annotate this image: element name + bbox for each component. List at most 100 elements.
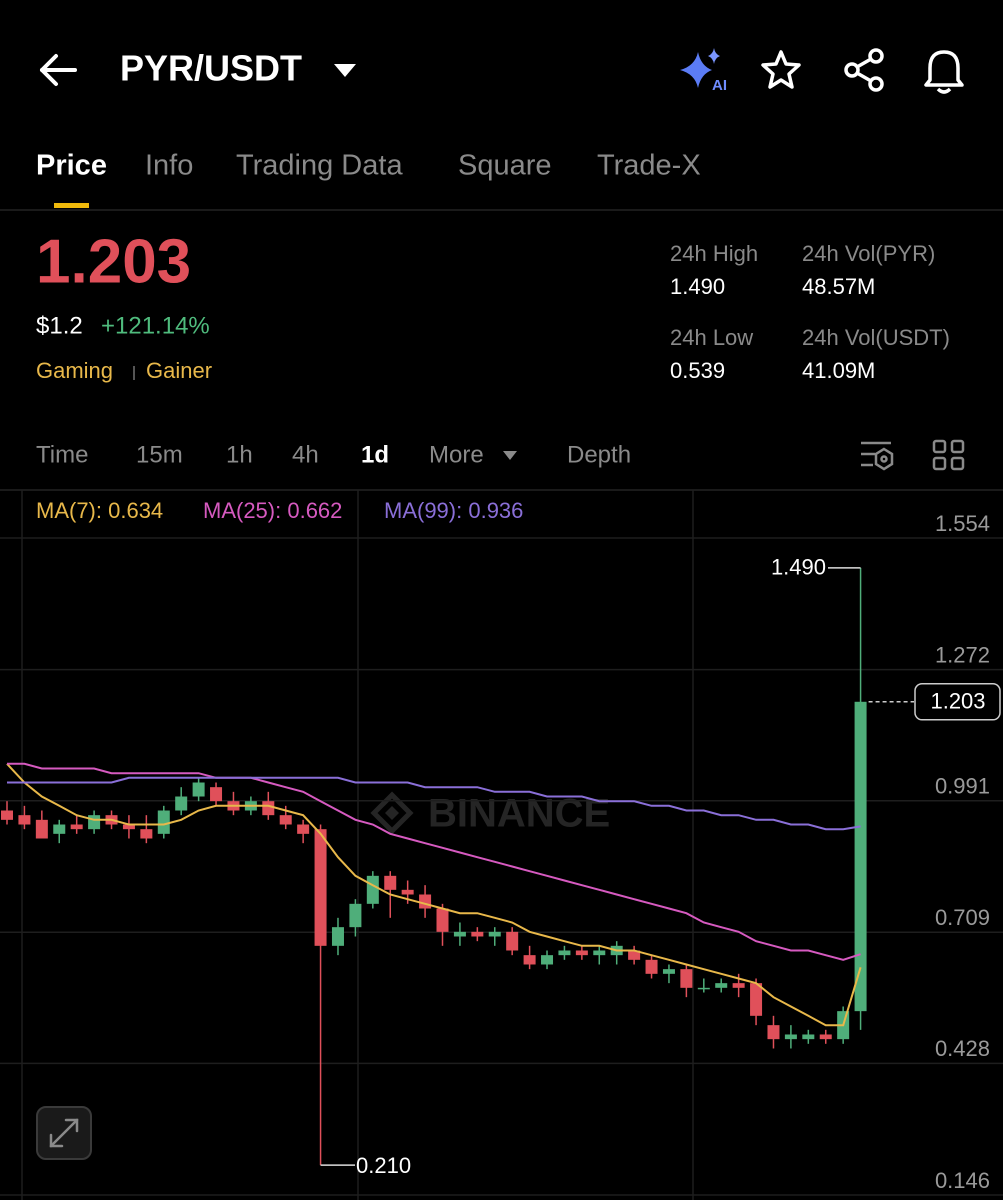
candle-body (122, 824, 135, 830)
active-tab-indicator (54, 203, 89, 208)
candle-body (279, 815, 292, 825)
fullscreen-button[interactable] (36, 1106, 92, 1160)
candle-body (575, 950, 588, 956)
candle-body (262, 801, 275, 816)
candle-body (541, 955, 554, 965)
candle-body (297, 824, 310, 834)
watermark: BINANCE (370, 791, 610, 836)
pair-dropdown[interactable] (334, 64, 356, 77)
favorite-button[interactable] (761, 50, 801, 89)
stat-label: 24h High (670, 241, 758, 266)
stat-value: 48.57M (802, 274, 875, 299)
candle-body (697, 987, 710, 990)
last-price-box (914, 683, 1001, 721)
interval[interactable]: 4h (292, 441, 319, 468)
back-button[interactable] (40, 54, 77, 86)
pair-title[interactable]: PYR/USDT (120, 48, 302, 89)
more-dropdown[interactable] (503, 451, 517, 460)
tab[interactable]: Trading Data (236, 150, 403, 182)
tab[interactable]: Price (36, 150, 107, 182)
legend-entry: MA(99): 0.936 (384, 498, 523, 523)
candle-body (1, 810, 13, 820)
indicator-settings[interactable] (861, 441, 894, 471)
candle-body (593, 950, 606, 956)
candle-body (70, 824, 83, 830)
legend-entry: MA(25): 0.662 (203, 498, 342, 523)
y-tick-label: 1.554 (935, 511, 990, 536)
stat-label: 24h Vol(USDT) (802, 325, 950, 350)
y-tick-label: 1.272 (935, 642, 990, 667)
candle-body (419, 894, 432, 909)
usd-price: $1.2 (36, 312, 83, 339)
interval[interactable]: 1h (226, 441, 253, 468)
candle-body (488, 931, 501, 937)
candle-body (314, 829, 327, 946)
interval[interactable]: 1d (361, 441, 389, 468)
candle-body (140, 829, 153, 839)
annotation: 1.490 (771, 555, 826, 580)
share-button[interactable] (844, 48, 884, 92)
stat-label: 24h Vol(PYR) (802, 241, 935, 266)
candle-body (558, 950, 571, 956)
last-price-label: 1.203 (930, 689, 985, 714)
interval[interactable]: Depth (567, 441, 631, 468)
ma-line (6, 763, 862, 1027)
candle-body (784, 1034, 797, 1040)
ma-line (7, 776, 861, 831)
tab-bar: Price Info Trading Data Square Trade-X (36, 150, 701, 182)
candle-body (192, 782, 205, 797)
ai-button[interactable]: AI (680, 48, 727, 94)
candle-body (436, 908, 449, 932)
y-tick-label: 0.991 (935, 774, 990, 799)
last-price: 1.203 (36, 227, 191, 296)
candle-body (384, 875, 397, 890)
legend-entry: MA(7): 0.634 (36, 498, 163, 523)
candle-body (210, 787, 223, 802)
tab[interactable]: Trade-X (597, 150, 701, 182)
annotation: 0.210 (356, 1153, 411, 1178)
y-tick-label: 0.709 (935, 905, 990, 930)
candle-body (401, 889, 414, 895)
ma-line (7, 762, 861, 961)
tab[interactable]: Square (458, 150, 552, 182)
interval[interactable]: More (429, 441, 484, 468)
candle-body (854, 701, 867, 1012)
candle-body (35, 819, 48, 839)
candle-body (819, 1034, 832, 1040)
tag[interactable]: Gainer (146, 358, 212, 383)
candle-body (349, 903, 362, 928)
y-tick-label: 0.428 (935, 1036, 990, 1061)
candle-body (331, 927, 344, 946)
stat-label: 24h Low (670, 325, 753, 350)
candle-body (366, 875, 379, 904)
interval[interactable]: Time (36, 441, 88, 468)
candle-body (175, 796, 188, 811)
candle-body (680, 969, 693, 988)
candle-body (767, 1025, 780, 1040)
stat-value: 1.490 (670, 274, 725, 299)
candle-body (157, 810, 170, 834)
tab[interactable]: Info (145, 150, 193, 182)
candle-body (506, 931, 519, 951)
tag[interactable]: Gaming (36, 358, 113, 383)
candle-body (18, 815, 31, 825)
y-tick-label: 0.146 (935, 1168, 990, 1193)
interval[interactable]: 15m (136, 441, 183, 468)
stat-value: 0.539 (670, 358, 725, 383)
candle-body (750, 983, 763, 1016)
watermark-text: BINANCE (428, 792, 610, 836)
candle-body (732, 983, 745, 988)
candle-body (88, 815, 101, 830)
chart: BINANCE 1.554 1.272 0.991 0.709 0.428 0.146 MA… (0, 490, 1003, 1200)
candle-body (802, 1034, 815, 1040)
candle-body (523, 955, 536, 965)
alert-button[interactable] (924, 50, 964, 94)
candle-body (628, 950, 641, 960)
candle-body (471, 931, 484, 937)
interval-bar: Time 15m 1h 4h 1d More Depth (36, 441, 631, 468)
layout-button[interactable] (932, 439, 965, 471)
candle-body (53, 824, 66, 834)
